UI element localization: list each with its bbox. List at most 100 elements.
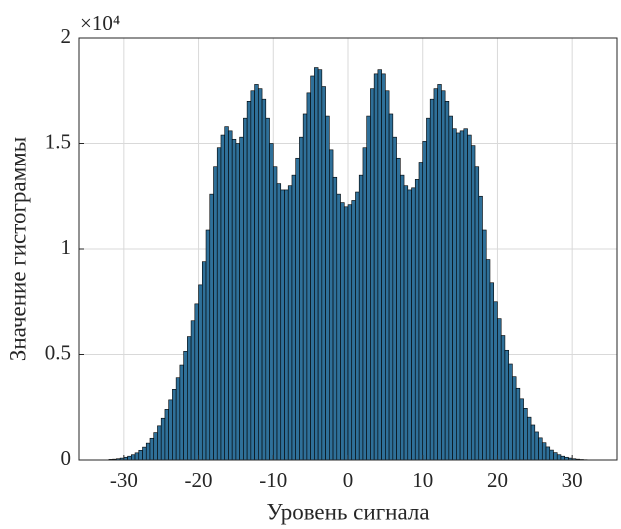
bar <box>370 88 375 461</box>
bar <box>463 128 468 461</box>
bar <box>392 136 397 461</box>
axes-box <box>78 37 618 461</box>
bar <box>448 115 453 461</box>
bar <box>254 84 259 461</box>
bar <box>302 113 308 461</box>
x-axis-label: Уровень сигнала <box>266 499 429 524</box>
bar <box>172 389 177 461</box>
bar <box>362 147 367 461</box>
bar <box>317 69 323 461</box>
bar <box>265 117 270 461</box>
bar <box>332 176 338 461</box>
bar <box>426 117 431 461</box>
bar <box>366 115 371 461</box>
bar <box>284 189 289 461</box>
bar <box>433 88 438 461</box>
bar <box>231 138 237 461</box>
bar <box>220 134 226 461</box>
bar <box>541 442 547 461</box>
bar <box>198 284 203 461</box>
bar <box>246 101 252 461</box>
y-tick-label: 1.5 <box>45 129 71 153</box>
bar <box>329 149 334 461</box>
bar <box>355 191 360 461</box>
bar <box>545 446 551 461</box>
bar <box>497 318 502 461</box>
bar <box>145 442 151 461</box>
bar <box>276 183 282 461</box>
bar <box>549 449 554 461</box>
x-tick-label: -10 <box>259 468 287 492</box>
bar <box>343 206 349 461</box>
bar <box>385 90 390 461</box>
bar <box>310 75 315 461</box>
bar <box>134 452 140 461</box>
bar <box>243 117 248 461</box>
bar <box>194 303 199 461</box>
bar <box>467 134 472 461</box>
bar <box>470 145 476 461</box>
bar <box>373 73 379 461</box>
bar <box>403 185 409 461</box>
x-tick-label: -20 <box>185 468 213 492</box>
bar <box>452 128 457 461</box>
bar <box>527 416 532 461</box>
bar <box>224 126 229 461</box>
x-tick-label: 30 <box>562 468 583 492</box>
bar <box>400 174 405 461</box>
bar <box>325 115 330 461</box>
bar <box>187 336 192 461</box>
bar <box>321 86 326 461</box>
bar <box>160 417 166 461</box>
bar <box>351 200 356 461</box>
bar <box>216 147 222 461</box>
x-tick-label: -30 <box>110 468 138 492</box>
bar <box>500 335 506 461</box>
bar <box>381 73 386 461</box>
bar <box>201 261 207 461</box>
bar <box>396 157 401 461</box>
bar <box>299 136 304 461</box>
bar <box>190 320 196 461</box>
bars <box>108 67 588 461</box>
bar <box>235 143 240 461</box>
bar <box>515 387 521 461</box>
bar <box>523 408 528 461</box>
x-tick-label: 10 <box>412 468 433 492</box>
y-tick-label: 1 <box>61 235 72 259</box>
bar <box>418 162 424 461</box>
bar <box>347 204 353 461</box>
y-tick-label: 0 <box>61 446 72 470</box>
bar <box>287 185 293 461</box>
bar <box>168 399 173 461</box>
bar <box>336 193 341 461</box>
bar <box>553 452 558 461</box>
bar <box>314 67 319 461</box>
bar <box>456 132 461 461</box>
bar <box>291 174 296 461</box>
bar <box>258 88 263 461</box>
bar <box>269 143 274 461</box>
bar <box>377 69 382 461</box>
bar <box>459 130 465 461</box>
bar <box>519 398 524 461</box>
bar <box>164 409 169 461</box>
bar <box>153 432 158 461</box>
bar <box>205 229 211 461</box>
bar <box>556 454 562 461</box>
bar <box>149 437 155 461</box>
bar <box>388 113 394 461</box>
bar <box>280 189 285 461</box>
bar <box>444 101 450 461</box>
y-tick-label: 0.5 <box>45 340 71 364</box>
bar <box>340 202 345 461</box>
y-exponent: ×10⁴ <box>80 11 120 35</box>
bar <box>411 187 416 461</box>
bar <box>512 376 517 461</box>
bar <box>272 166 278 461</box>
bar <box>485 259 491 461</box>
bar <box>239 136 244 461</box>
bar <box>261 98 267 461</box>
bar <box>441 90 446 461</box>
